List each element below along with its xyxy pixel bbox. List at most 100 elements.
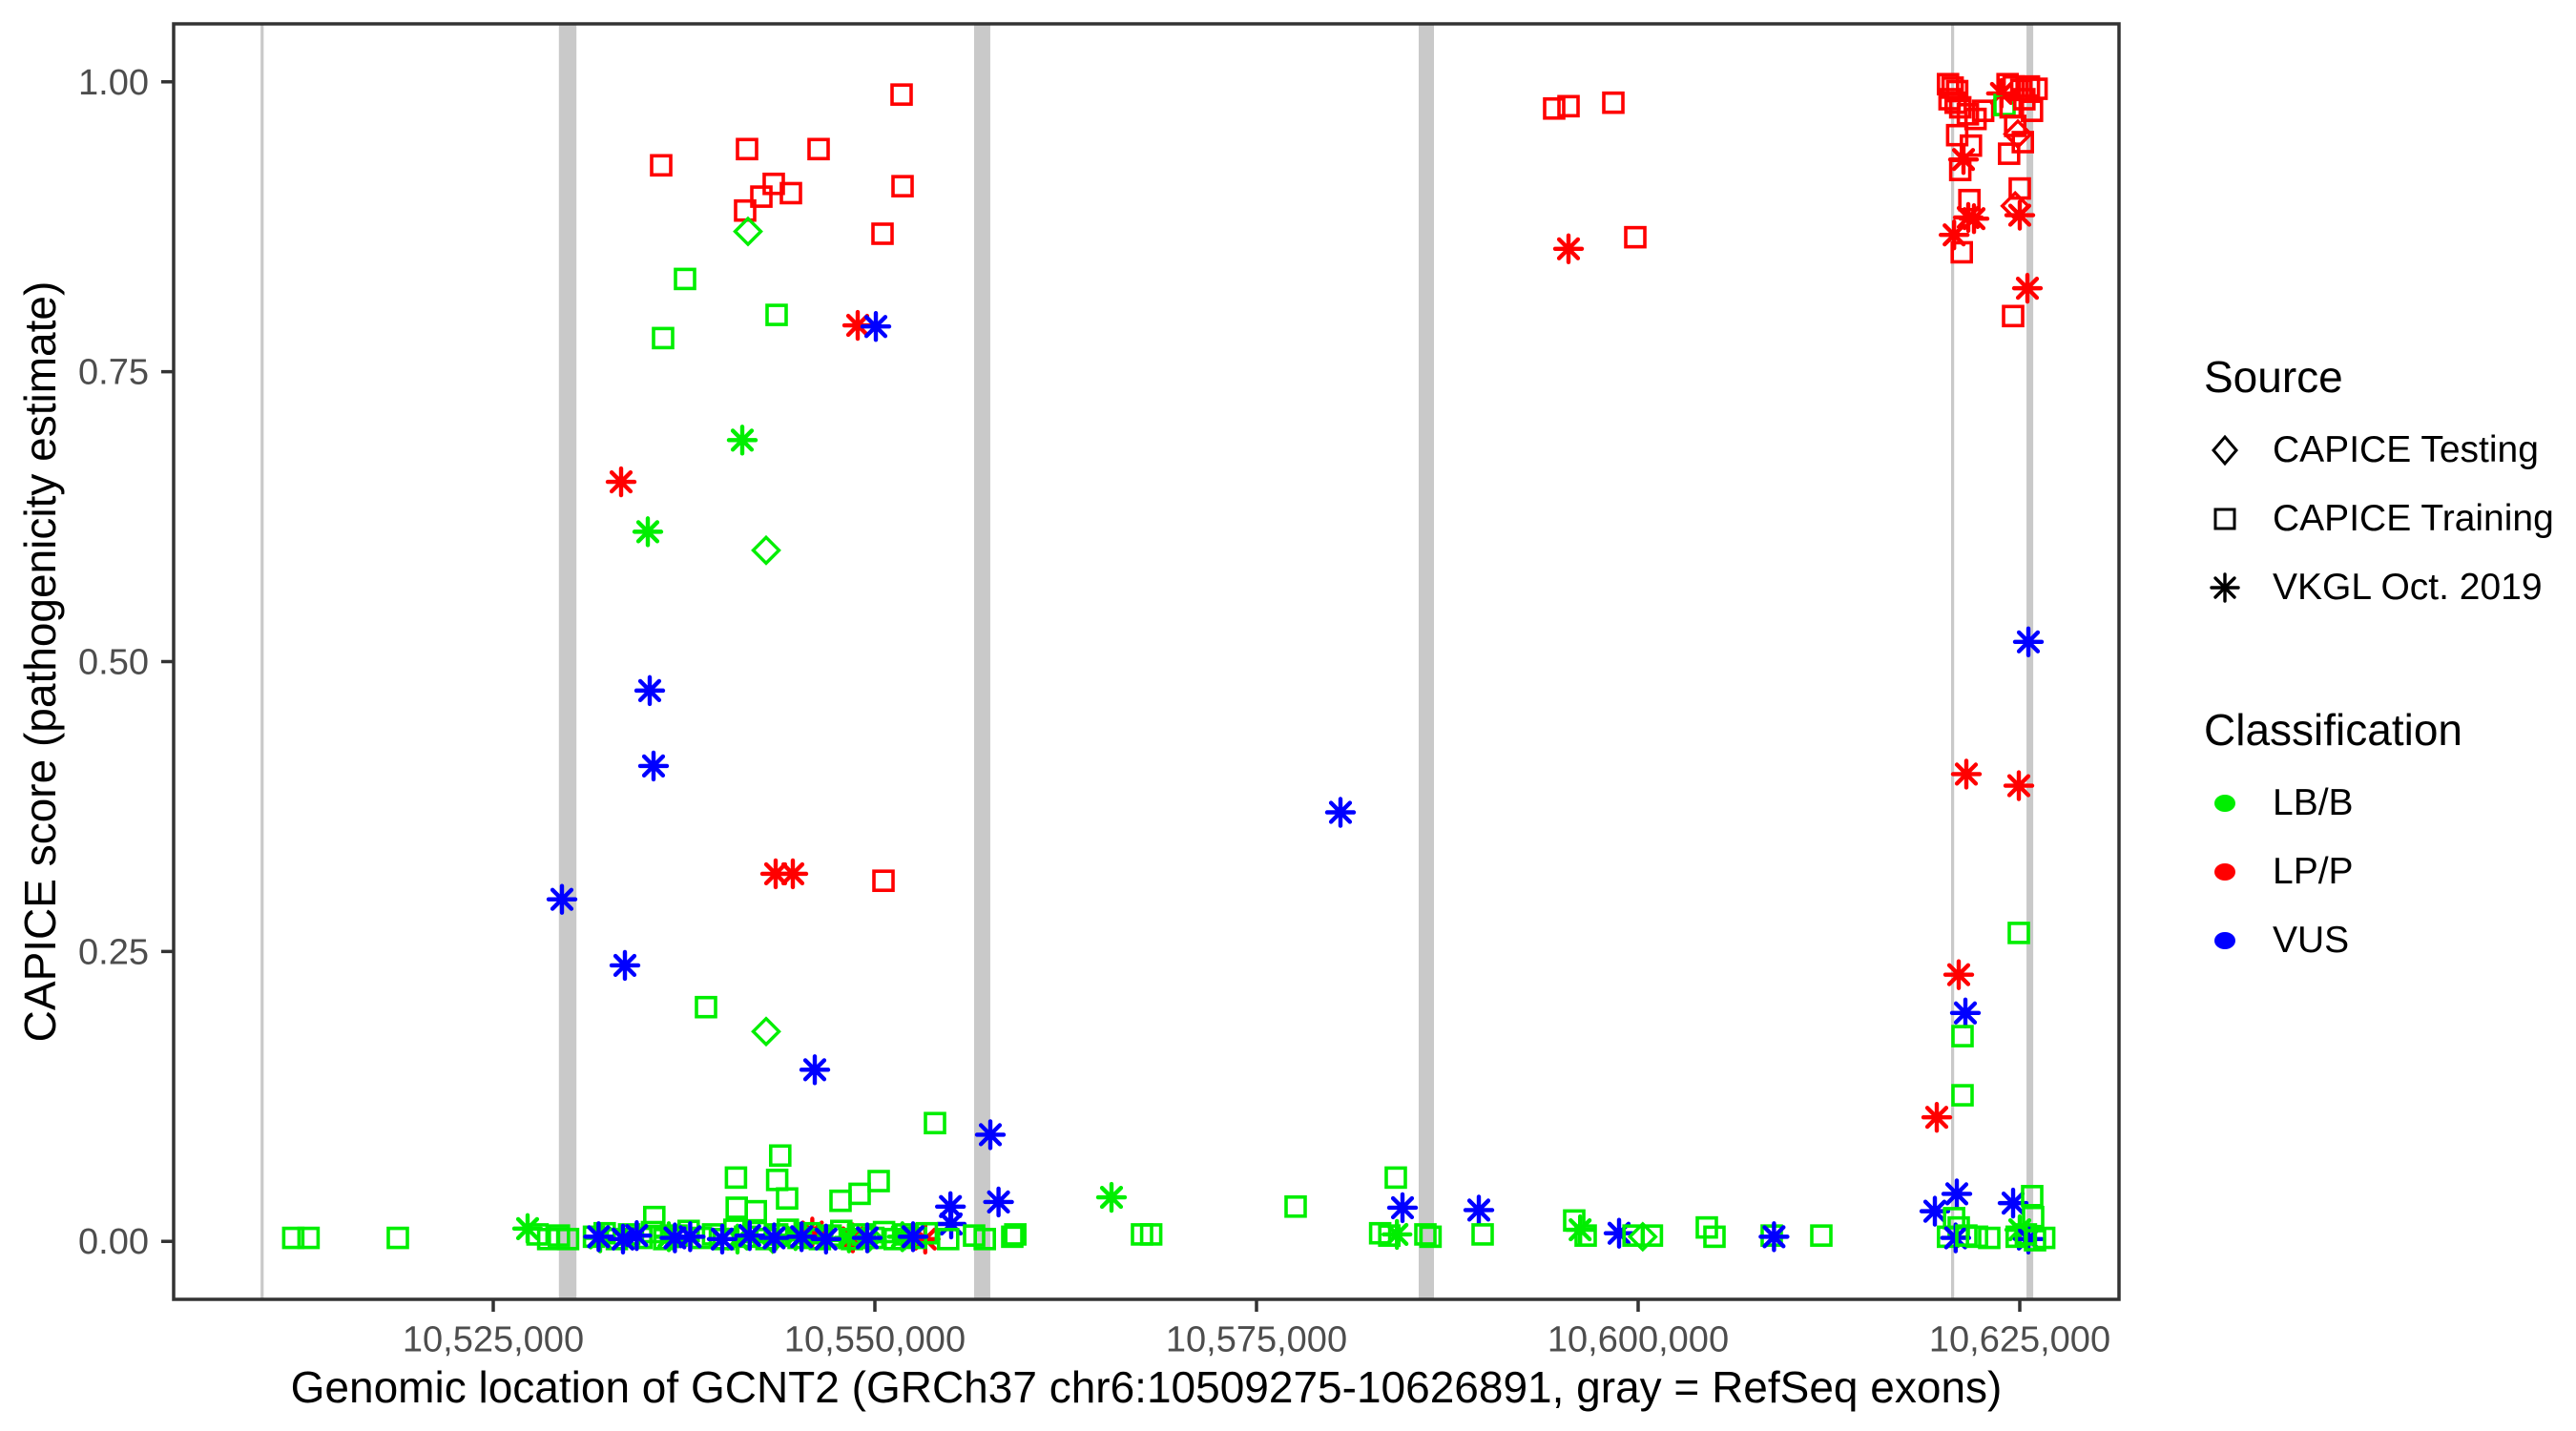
data-point-square [1543,96,1566,120]
data-point-asterisk [934,1191,966,1222]
legend-classification-label: VUS [2273,920,2350,961]
data-point-square [1943,91,1967,114]
data-point-asterisk [1386,1192,1419,1224]
data-point-square [1602,91,1625,114]
refseq-exon-band [260,24,264,1299]
x-axis-tick-label: 10,550,000 [784,1319,966,1359]
data-point-diamond [733,216,763,247]
refseq-exon-band [1950,24,1955,1299]
data-point-square [1951,1025,1974,1047]
data-point-asterisk [2012,626,2045,658]
data-point-square [1956,103,1980,126]
data-point-diamond [751,1016,781,1047]
data-point-diamond [1627,1221,1658,1253]
data-point-square [891,175,914,197]
data-point-square [1810,1224,1833,1247]
data-point-square [1958,188,1981,212]
plot-panel-border [172,22,2121,1301]
data-point-square [281,1226,305,1250]
data-point-asterisk [1565,1213,1596,1246]
data-point-square [1139,1223,1163,1246]
x-axis-tick-label: 10,525,000 [403,1319,584,1359]
data-point-asterisk [1552,233,1585,264]
data-point-asterisk [621,1219,653,1252]
data-point-square [674,267,696,291]
data-point-asterisk [605,466,637,498]
data-point-asterisk [583,1221,614,1253]
data-point-square [807,137,830,161]
data-point-asterisk [2003,770,2035,801]
data-point-square [1996,73,2019,96]
legend-item-vus: VUS [2204,906,2576,975]
data-point-square [1001,1225,1024,1249]
data-point-square [1951,1084,1974,1107]
legend-source-label: VKGL Oct. 2019 [2273,567,2543,608]
data-point-asterisk [1919,1195,1951,1227]
data-point-asterisk [797,1216,828,1248]
refseq-exon-band [1418,24,1434,1299]
data-point-square [1004,1223,1027,1246]
data-point-asterisk [734,1219,765,1252]
data-point-square [1978,1226,2001,1250]
data-point-square [1703,1225,1726,1249]
data-point-square [1959,134,1983,157]
data-point-asterisk [659,1222,691,1254]
data-point-square [736,137,758,161]
data-point-asterisk [609,949,641,982]
data-point-square [1384,1166,1407,1190]
refseq-exon-band [2026,24,2034,1299]
data-point-asterisk [758,1222,790,1254]
data-point-square [1948,95,1972,119]
data-point-asterisk [1942,959,1975,990]
legend-source: Source CAPICE Testing CAPICE Training [2204,351,2576,622]
refseq-exon-band [973,24,990,1299]
x-axis-tick-label: 10,575,000 [1166,1319,1347,1359]
legend-item-capice-training: CAPICE Training [2204,485,2576,553]
data-point-square [744,1199,767,1223]
y-axis-tick-label: 0.25 [78,932,149,972]
y-axis-tick-label: 1.00 [78,63,149,103]
data-point-square [695,995,717,1019]
data-point-asterisk [1324,797,1357,828]
data-point-asterisk [897,1221,929,1253]
data-point-square [2032,1226,2056,1250]
data-point-square [2021,1185,2044,1208]
refseq-exon-band [558,24,577,1299]
data-point-square [1574,1224,1597,1247]
data-point-asterisk [1950,758,1983,790]
y-axis-tick-label: 0.50 [78,643,149,683]
data-point-asterisk [726,425,758,456]
data-point-asterisk [983,1186,1014,1218]
data-point-square [779,181,802,205]
data-point-square [1414,1223,1437,1246]
data-point-square [652,326,675,350]
data-point-asterisk [1603,1217,1635,1249]
legend-classification-label: LB/B [2273,782,2354,823]
data-point-asterisk [1921,1101,1953,1133]
red-dot-icon [2204,851,2259,893]
data-point-asterisk [1939,219,1970,251]
data-point-square [1624,225,1647,249]
blue-dot-icon [2204,920,2259,962]
data-point-square [765,303,788,326]
data-point-square [2017,74,2041,98]
data-point-square [650,154,673,177]
data-point-asterisk [860,311,892,342]
data-point-square [765,1169,789,1192]
data-point-asterisk [675,1221,706,1253]
data-point-square [1640,1224,1664,1247]
data-point-asterisk [632,516,664,548]
data-point-asterisk [1941,1178,1973,1210]
data-point-asterisk [1758,1221,1790,1253]
data-point-asterisk [634,674,666,707]
data-point-square [297,1226,321,1250]
data-point-square [890,83,913,106]
data-point-asterisk [546,883,578,915]
asterisk-marker-icon [2204,567,2259,609]
legend-source-title: Source [2204,352,2343,402]
legend-source-label: CAPICE Testing [2273,429,2539,470]
data-point-asterisk [637,750,670,782]
data-point-square [871,222,894,245]
legend-item-lpp: LP/P [2204,838,2576,906]
data-point-square [872,869,895,893]
